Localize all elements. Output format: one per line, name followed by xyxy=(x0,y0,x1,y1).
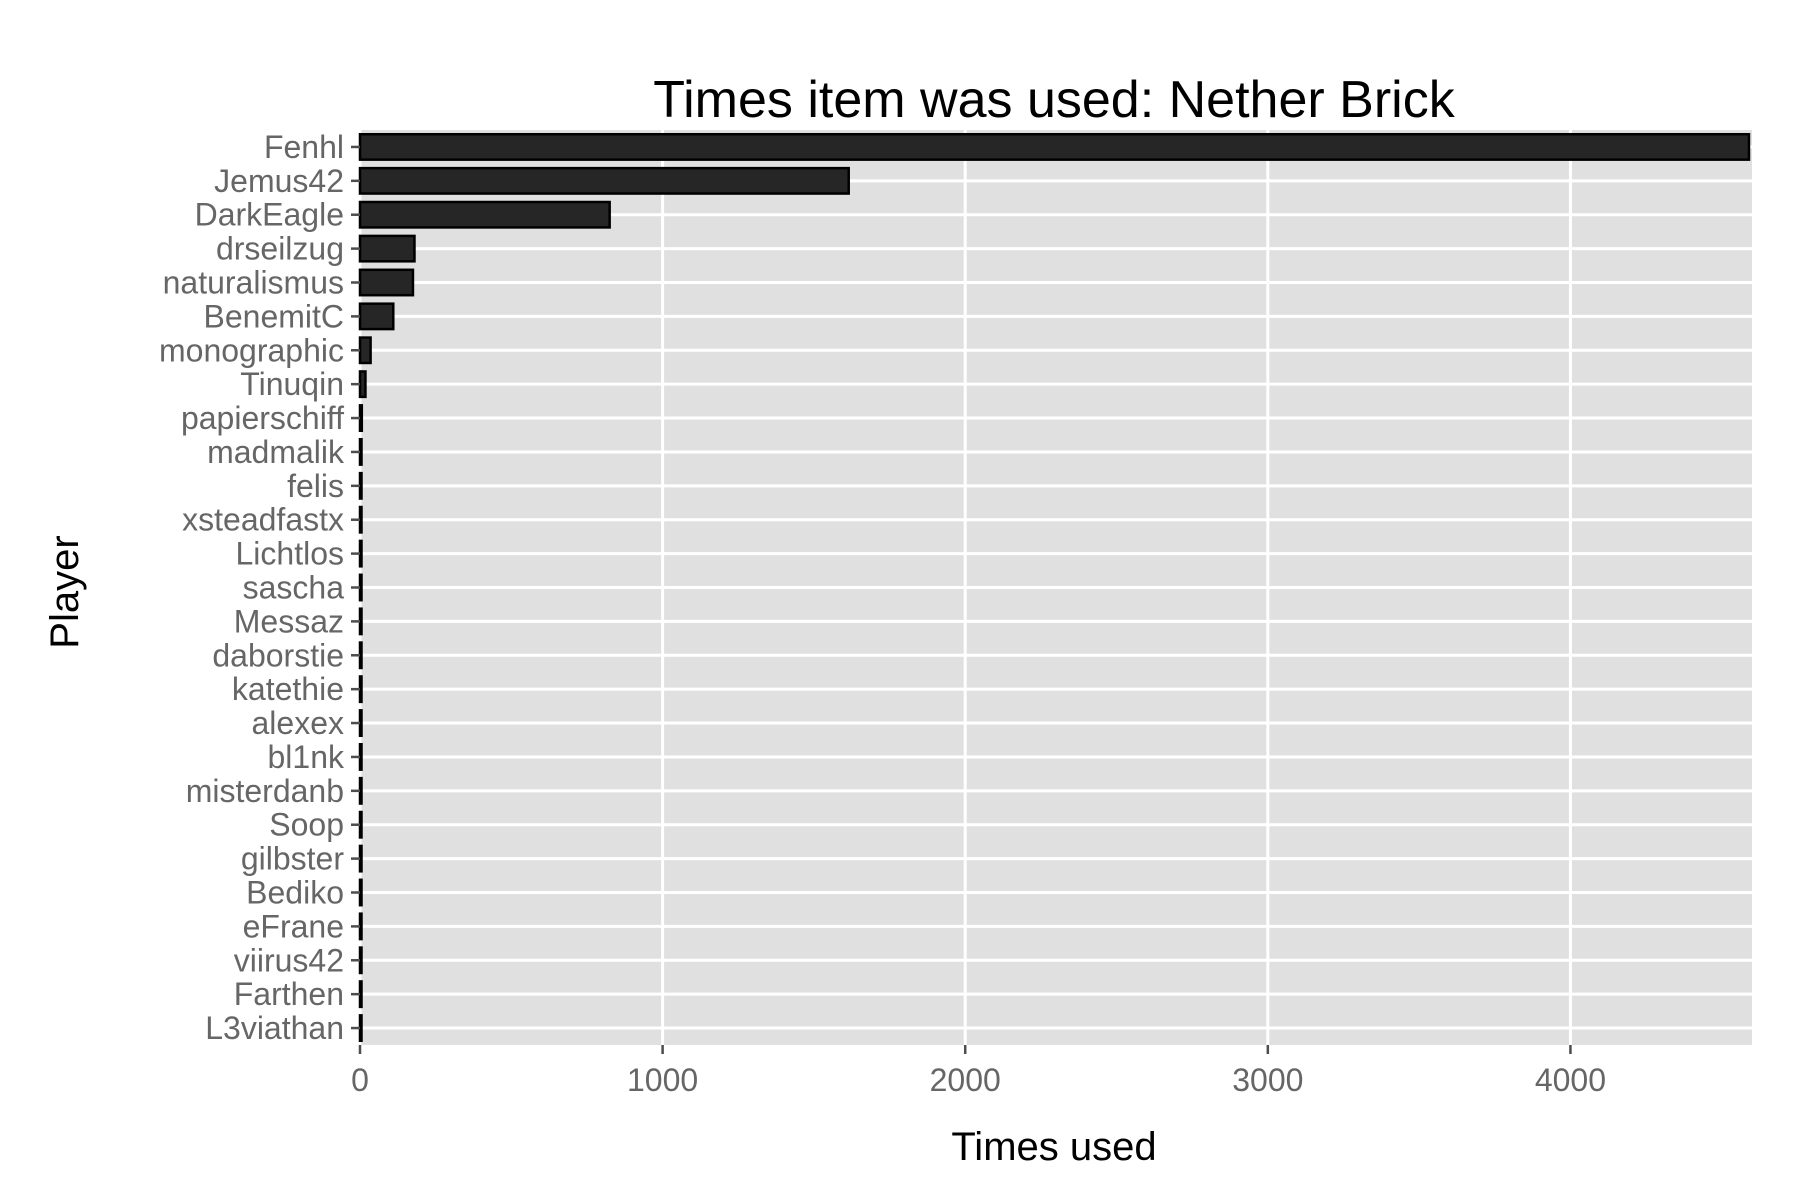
x-tick-label: 3000 xyxy=(1232,1062,1303,1098)
y-tick-label: L3viathan xyxy=(205,1010,344,1046)
bar-DarkEagle xyxy=(358,200,611,229)
y-tick-label: sascha xyxy=(243,570,345,606)
x-tick-label: 4000 xyxy=(1535,1062,1606,1098)
y-tick-label: viirus42 xyxy=(234,942,344,978)
chart-title: Times item was used: Nether Brick xyxy=(653,71,1455,129)
y-tick-label: gilbster xyxy=(241,841,345,877)
y-tick-label: alexex xyxy=(252,705,345,741)
bars xyxy=(358,132,1751,1043)
x-tick-label: 1000 xyxy=(627,1062,698,1098)
bar-monographic xyxy=(358,336,372,365)
bar-katethie xyxy=(358,675,363,704)
bar-misterdanb xyxy=(358,776,363,805)
bar-drseilzug xyxy=(358,234,416,263)
bar-madmalik xyxy=(358,437,363,466)
bar-daborstie xyxy=(358,641,363,670)
y-tick-label: Lichtlos xyxy=(236,536,345,572)
x-tick-label: 2000 xyxy=(930,1062,1001,1098)
bar-Messaz xyxy=(358,607,363,636)
y-tick-label: naturalismus xyxy=(163,265,344,301)
bar-felis xyxy=(358,471,363,500)
y-axis-title: Player xyxy=(43,535,87,648)
x-axis-title: Times used xyxy=(951,1125,1156,1169)
bar-naturalismus xyxy=(358,268,415,297)
bar-Tinuqin xyxy=(358,370,367,399)
y-tick-label: madmalik xyxy=(207,434,345,470)
y-tick-label: Jemus42 xyxy=(214,163,344,199)
y-tick-label: Fenhl xyxy=(264,129,344,165)
bar-xsteadfastx xyxy=(358,505,363,534)
bar-Jemus42 xyxy=(358,166,850,195)
y-tick-label: katethie xyxy=(232,671,344,707)
y-tick-label: papierschiff xyxy=(181,400,344,436)
bar-sascha xyxy=(358,573,363,602)
y-tick-label: misterdanb xyxy=(186,773,344,809)
y-tick-label: Messaz xyxy=(234,603,344,639)
y-tick-label: drseilzug xyxy=(216,231,344,267)
y-tick-label: Soop xyxy=(269,807,344,843)
y-tick-label: BenemitC xyxy=(204,298,345,334)
y-tick-label: eFrane xyxy=(243,908,344,944)
bar-L3viathan xyxy=(358,1014,363,1043)
y-axis: FenhlJemus42DarkEagledrseilzugnaturalism… xyxy=(159,129,360,1046)
x-axis: 0 1000 2000 3000 4000 xyxy=(351,1045,1606,1098)
y-tick-label: bl1nk xyxy=(268,739,346,775)
bar-Lichtlos xyxy=(358,539,363,568)
y-tick-label: daborstie xyxy=(212,637,344,673)
bar-bl1nk xyxy=(358,742,363,771)
bar-Bediko xyxy=(358,878,363,907)
y-tick-label: monographic xyxy=(159,332,344,368)
y-tick-label: DarkEagle xyxy=(195,197,344,233)
x-tick-label: 0 xyxy=(351,1062,369,1098)
y-tick-label: felis xyxy=(287,468,344,504)
bar-viirus42 xyxy=(358,946,363,975)
bar-papierschiff xyxy=(358,404,364,433)
bar-Soop xyxy=(358,810,363,839)
y-tick-label: Bediko xyxy=(246,875,344,911)
bar-gilbster xyxy=(358,844,363,873)
y-tick-label: Farthen xyxy=(234,976,344,1012)
bar-BenemitC xyxy=(358,302,395,331)
bar-eFrane xyxy=(358,912,363,941)
bar-alexex xyxy=(358,709,363,738)
y-tick-label: xsteadfastx xyxy=(182,502,344,538)
y-tick-label: Tinuqin xyxy=(240,366,344,402)
bar-Farthen xyxy=(358,980,363,1009)
bar-Fenhl xyxy=(358,132,1751,161)
